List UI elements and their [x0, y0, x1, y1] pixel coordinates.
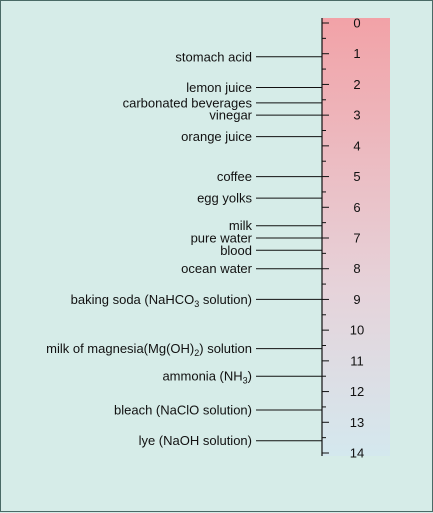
ph-tick-label: 3 — [353, 108, 360, 123]
substance-label: blood — [220, 243, 252, 258]
ph-tick-label: 1 — [353, 46, 360, 61]
ph-tick-label: 14 — [350, 446, 364, 461]
substance-label: ocean water — [181, 261, 252, 276]
ph-tick-label: 5 — [353, 169, 360, 184]
ph-tick-label: 4 — [353, 138, 360, 153]
substance-label: lye (NaOH solution) — [139, 433, 252, 448]
ph-tick-label: 0 — [353, 16, 360, 31]
substance-label: milk — [229, 218, 253, 233]
substance-label: baking soda (NaHCO3 solution) — [71, 292, 252, 309]
substance-label: lemon juice — [186, 80, 252, 95]
ph-tick-label: 11 — [350, 353, 364, 368]
ph-tick-label: 9 — [353, 292, 360, 307]
substance-label: vinegar — [209, 108, 252, 123]
ph-tick-label: 6 — [353, 200, 360, 215]
substance-label: coffee — [217, 169, 252, 184]
substance-label: bleach (NaClO solution) — [114, 403, 252, 418]
substance-label: orange juice — [181, 129, 252, 144]
substance-label: egg yolks — [197, 191, 252, 206]
ph-tick-label: 2 — [353, 77, 360, 92]
ph-tick-label: 10 — [350, 323, 364, 338]
ph-tick-label: 8 — [353, 261, 360, 276]
substance-label: carbonated beverages — [123, 95, 253, 110]
substance-label: pure water — [191, 231, 253, 246]
substance-label: stomach acid — [175, 49, 252, 64]
ph-color-bar — [322, 18, 390, 456]
ph-tick-label: 12 — [350, 384, 364, 399]
ph-tick-label: 13 — [350, 415, 364, 430]
ph-tick-label: 7 — [353, 231, 360, 246]
substance-label: milk of magnesia(Mg(OH)2) solution — [46, 341, 252, 358]
substance-label: ammonia (NH3) — [162, 369, 252, 386]
